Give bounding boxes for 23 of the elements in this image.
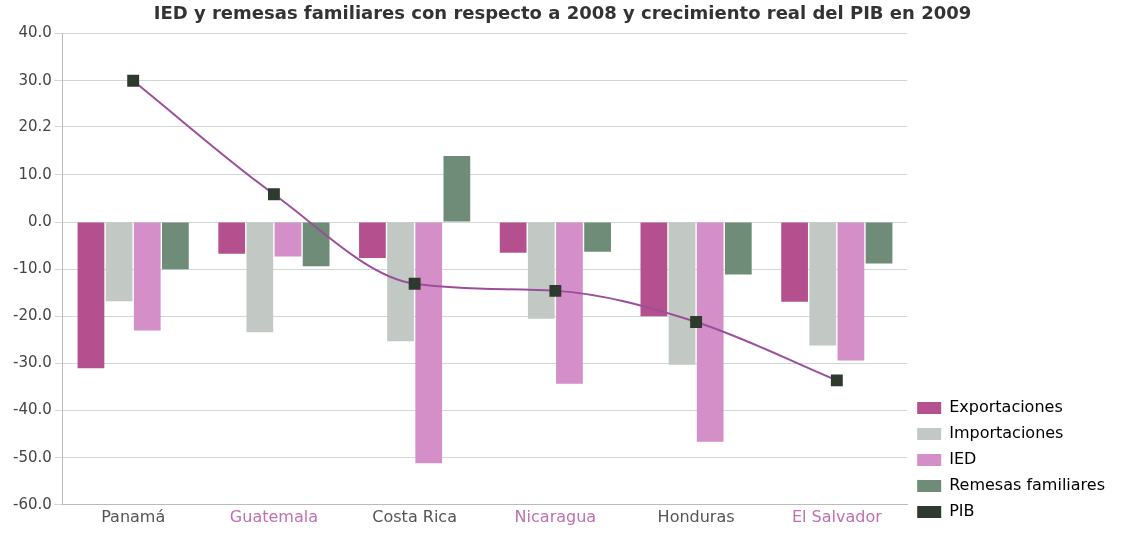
x-tick-label: El Salvador xyxy=(791,506,883,526)
chart-title: IED y remesas familiares con respecto a 2008 y crecimiento real del PIB en 2009 xyxy=(153,2,972,24)
x-tick-label: Nicaragua xyxy=(514,506,597,526)
y-tick-label: -30.0 xyxy=(13,353,52,372)
legend-label: Remesas familiares xyxy=(949,475,1106,495)
x-tick-label: Costa Rica xyxy=(372,506,457,526)
y-tick-label: -60.0 xyxy=(13,494,52,513)
x-tick-label: Panamá xyxy=(101,506,166,526)
y-tick-label: 10.0 xyxy=(18,164,52,183)
y-tick-label: -10.0 xyxy=(13,259,52,278)
x-tick-label: Honduras xyxy=(657,506,735,526)
y-tick-label: 30.0 xyxy=(18,70,52,89)
legend-label: Exportaciones xyxy=(949,397,1063,417)
y-tick-label: -40.0 xyxy=(13,400,52,419)
y-tick-label: 40.0 xyxy=(18,23,52,42)
y-tick-label: 0.0 xyxy=(27,211,52,230)
legend-label: Importaciones xyxy=(949,423,1064,443)
y-tick-label: 20.2 xyxy=(18,116,52,135)
y-tick-label: -50.0 xyxy=(13,447,52,466)
legend-label: IED xyxy=(949,449,977,469)
legend-label: PIB xyxy=(949,501,975,521)
y-tick-label: -20.0 xyxy=(13,306,52,325)
x-tick-label: Guatemala xyxy=(229,506,318,526)
